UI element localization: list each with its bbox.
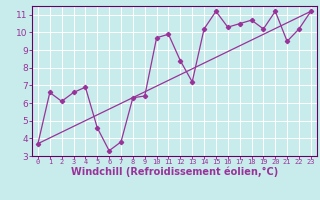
X-axis label: Windchill (Refroidissement éolien,°C): Windchill (Refroidissement éolien,°C) bbox=[71, 167, 278, 177]
